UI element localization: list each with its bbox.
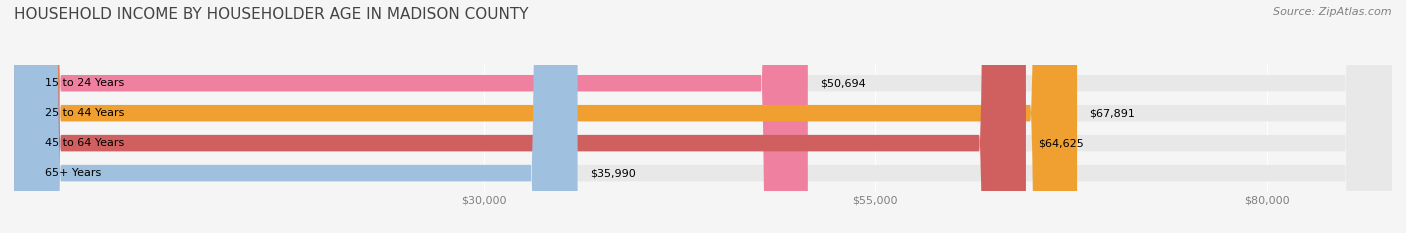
Text: 65+ Years: 65+ Years	[45, 168, 101, 178]
FancyBboxPatch shape	[14, 0, 1026, 233]
FancyBboxPatch shape	[14, 0, 1392, 233]
Text: Source: ZipAtlas.com: Source: ZipAtlas.com	[1274, 7, 1392, 17]
FancyBboxPatch shape	[14, 0, 1392, 233]
Text: 45 to 64 Years: 45 to 64 Years	[45, 138, 125, 148]
Text: $35,990: $35,990	[591, 168, 636, 178]
FancyBboxPatch shape	[14, 0, 808, 233]
FancyBboxPatch shape	[14, 0, 1077, 233]
Text: HOUSEHOLD INCOME BY HOUSEHOLDER AGE IN MADISON COUNTY: HOUSEHOLD INCOME BY HOUSEHOLDER AGE IN M…	[14, 7, 529, 22]
Text: 15 to 24 Years: 15 to 24 Years	[45, 78, 125, 88]
FancyBboxPatch shape	[14, 0, 578, 233]
Text: $64,625: $64,625	[1039, 138, 1084, 148]
Text: 25 to 44 Years: 25 to 44 Years	[45, 108, 125, 118]
FancyBboxPatch shape	[14, 0, 1392, 233]
Text: $50,694: $50,694	[820, 78, 866, 88]
FancyBboxPatch shape	[14, 0, 1392, 233]
Text: $67,891: $67,891	[1090, 108, 1136, 118]
